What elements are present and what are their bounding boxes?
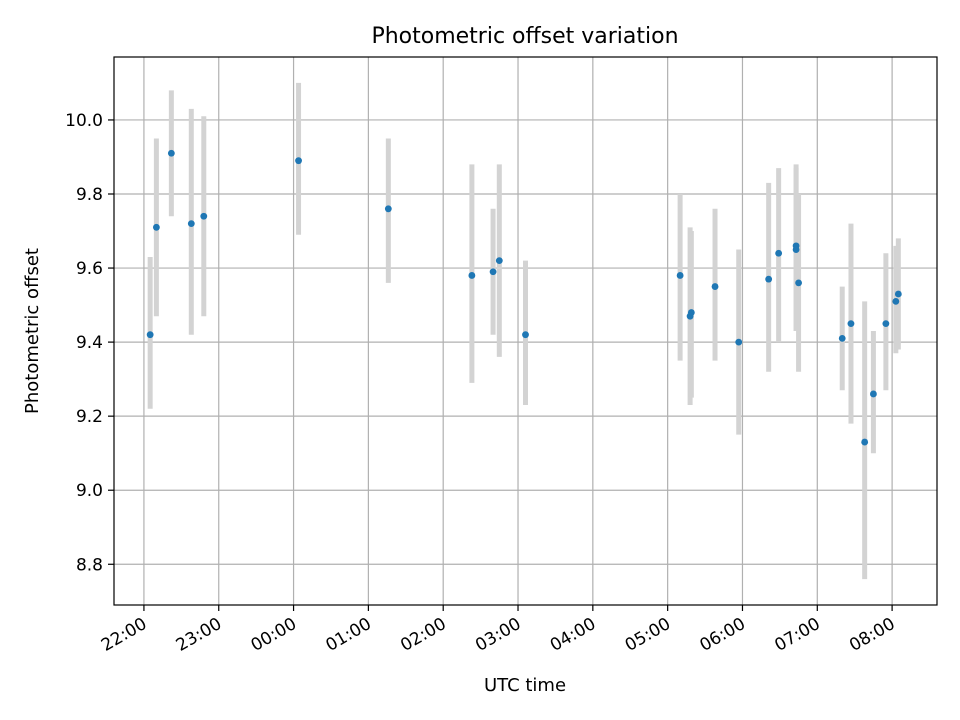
data-point bbox=[384, 205, 392, 213]
data-point bbox=[792, 246, 800, 253]
data-point bbox=[735, 338, 743, 346]
y-tick-label: 9.4 bbox=[76, 333, 103, 353]
y-tick-label: 9.0 bbox=[76, 481, 103, 501]
data-point bbox=[847, 320, 855, 327]
y-tick-label: 8.8 bbox=[76, 555, 103, 575]
x-axis-label: UTC time bbox=[484, 675, 566, 696]
data-point bbox=[892, 297, 900, 305]
y-tick-label: 9.6 bbox=[76, 259, 103, 279]
y-axis-ticks: 8.8 9.0 9.2 9.4 9.6 9.8 10.0 bbox=[65, 111, 114, 575]
plot-frame bbox=[113, 56, 938, 606]
data-point bbox=[187, 220, 195, 228]
data-point bbox=[295, 157, 302, 165]
y-tick-label: 10.0 bbox=[65, 111, 103, 131]
y-axis-label: Photometric offset bbox=[22, 248, 43, 414]
data-point bbox=[838, 335, 846, 342]
data-point bbox=[152, 223, 160, 231]
y-tick-label: 9.8 bbox=[76, 185, 103, 205]
data-point bbox=[489, 268, 497, 276]
data-point bbox=[765, 275, 773, 283]
chart-title: Photometric offset variation bbox=[371, 24, 678, 49]
data-point bbox=[676, 272, 684, 279]
data-point bbox=[795, 279, 802, 287]
data-point bbox=[882, 320, 890, 327]
data-point bbox=[687, 309, 695, 316]
data-point bbox=[495, 257, 503, 265]
data-point bbox=[894, 290, 902, 298]
data-point bbox=[167, 149, 175, 157]
data-point bbox=[870, 390, 877, 398]
data-point bbox=[468, 272, 476, 279]
data-point bbox=[522, 331, 529, 339]
data-points bbox=[146, 149, 902, 446]
data-point bbox=[146, 331, 154, 339]
data-point bbox=[775, 249, 783, 257]
y-tick-label: 9.2 bbox=[76, 407, 103, 427]
data-point bbox=[861, 438, 869, 446]
data-point bbox=[711, 283, 719, 290]
data-point bbox=[200, 212, 208, 220]
